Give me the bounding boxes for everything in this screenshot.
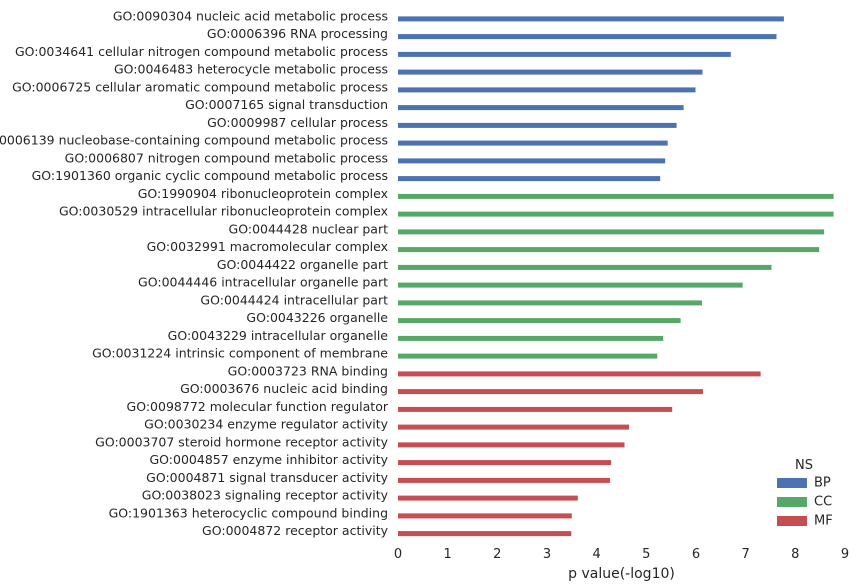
bar-go-0043229: [398, 335, 664, 341]
bar-go-0038023: [398, 495, 578, 501]
bar-go-0032991: [398, 247, 820, 253]
legend: NS BP CC MF: [777, 458, 833, 529]
bar-go-0003723: [398, 371, 761, 377]
y-tick-label: GO:0004857 enzyme inhibitor activity: [149, 452, 388, 467]
bar-go-1901360: [398, 176, 661, 182]
y-tick-label: GO:1901360 organic cyclic compound metab…: [32, 168, 388, 183]
legend-label-cc: CC: [814, 495, 832, 510]
bar-go-0031224: [398, 353, 658, 359]
y-tick-label: GO:0030234 enzyme regulator activity: [144, 417, 388, 432]
y-tick-label: GO:1901363 heterocyclic compound binding: [109, 505, 388, 520]
x-axis-label: p value(-log10): [568, 566, 675, 582]
bar-go-0044424: [398, 300, 702, 306]
y-tick-label: GO:0007165 signal transduction: [185, 97, 388, 112]
y-tick-label: GO:0043229 intracellular organelle: [168, 328, 389, 343]
bar-go-0046483: [398, 69, 703, 75]
bar-go-0006807: [398, 158, 666, 164]
x-tick-label: 2: [493, 547, 501, 562]
bar-go-0009987: [398, 122, 677, 128]
bar-go-0006396: [398, 34, 777, 40]
bar-go-0034641: [398, 51, 731, 57]
bar-go-1901363: [398, 513, 572, 519]
legend-label-bp: BP: [814, 476, 831, 491]
bar-go-0003676: [398, 389, 703, 395]
y-tick-label: GO:0031224 intrinsic component of membra…: [92, 346, 388, 361]
y-tick-label: GO:0003707 steroid hormone receptor acti…: [95, 434, 388, 449]
x-tick-labels: 0 1 2 3 4 5 6 7 8 9: [394, 547, 849, 562]
legend-label-mf: MF: [814, 514, 833, 529]
y-tick-label: GO:0044446 intracellular organelle part: [138, 275, 388, 290]
bar-go-0090304: [398, 16, 784, 22]
bar-go-0030234: [398, 424, 629, 430]
y-tick-label: GO:0006725 cellular aromatic compound me…: [12, 79, 388, 94]
x-tick-label: 7: [742, 547, 750, 562]
y-tick-label: GO:0009987 cellular process: [207, 115, 388, 130]
y-tick-label: GO:0003676 nucleic acid binding: [180, 381, 388, 396]
y-tick-label: GO:0044428 nuclear part: [229, 221, 389, 236]
bar-go-1990904: [398, 193, 834, 199]
y-tick-label: GO:0098772 molecular function regulator: [127, 399, 389, 414]
x-tick-label: 4: [593, 547, 601, 562]
y-tick-label: GO:0006139 nucleobase-containing compoun…: [0, 133, 388, 148]
legend-swatch-bp: [777, 478, 807, 488]
y-tick-label: GO:0046483 heterocycle metabolic process: [114, 62, 388, 77]
y-tick-label: GO:0038023 signaling receptor activity: [142, 488, 389, 503]
legend-swatch-cc: [777, 497, 807, 507]
y-tick-labels: GO:0090304 nucleic acid metabolic proces…: [0, 8, 389, 538]
bar-go-0004872: [398, 531, 572, 537]
y-tick-label: GO:0032991 macromolecular complex: [147, 239, 388, 254]
x-tick-label: 9: [841, 547, 849, 562]
y-tick-label: GO:0044422 organelle part: [217, 257, 388, 272]
y-tick-label: GO:0004872 receptor activity: [202, 523, 389, 538]
bar-go-0004871: [398, 477, 611, 483]
legend-swatch-mf: [777, 516, 807, 526]
y-tick-label: GO:0003723 RNA binding: [228, 363, 388, 378]
bar-go-0044446: [398, 282, 743, 288]
y-tick-label: GO:0034641 cellular nitrogen compound me…: [15, 44, 388, 59]
x-tick-label: 1: [444, 547, 452, 562]
y-tick-label: GO:0043226 organelle: [246, 310, 388, 325]
y-tick-label: GO:0090304 nucleic acid metabolic proces…: [113, 8, 388, 23]
bars-layer: [398, 16, 834, 537]
bar-go-0044422: [398, 264, 772, 270]
bar-go-0006139: [398, 140, 668, 146]
bar-go-0043226: [398, 318, 681, 324]
x-tick-label: 6: [692, 547, 700, 562]
y-tick-label: GO:0044424 intracellular part: [200, 292, 388, 307]
bar-go-0044428: [398, 229, 825, 235]
y-tick-label: GO:0004871 signal transducer activity: [146, 470, 388, 485]
bar-go-0007165: [398, 105, 684, 111]
x-tick-label: 5: [642, 547, 650, 562]
x-tick-label: 8: [791, 547, 799, 562]
x-tick-label: 0: [394, 547, 402, 562]
y-tick-label: GO:1990904 ribonucleoprotein complex: [138, 186, 388, 201]
bar-go-0004857: [398, 460, 612, 466]
y-tick-label: GO:0006807 nitrogen compound metabolic p…: [65, 150, 388, 165]
x-tick-label: 3: [543, 547, 551, 562]
legend-title: NS: [795, 458, 813, 473]
y-tick-label: GO:0030529 intracellular ribonucleoprote…: [59, 204, 388, 219]
bar-go-0030529: [398, 211, 834, 217]
y-tick-label: GO:0006396 RNA processing: [207, 26, 388, 41]
bar-go-0006725: [398, 87, 696, 93]
bar-go-0003707: [398, 442, 625, 448]
bar-go-0098772: [398, 406, 673, 412]
